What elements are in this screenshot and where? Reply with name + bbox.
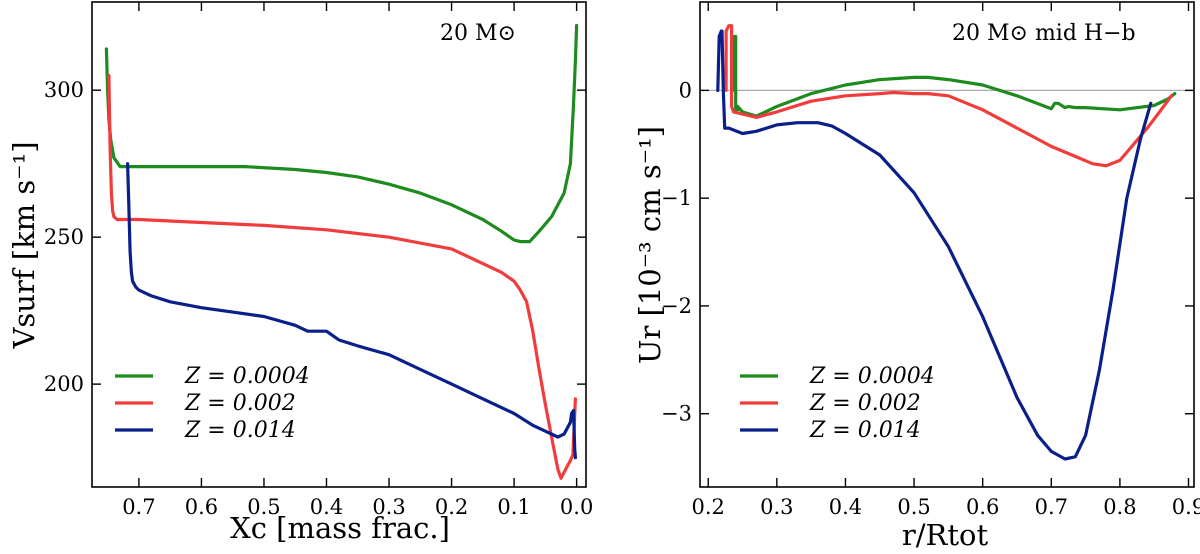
left-ticks-group: 0.7 0.6 0.5 0.4 0.3 0.2 0.1 0.0 200 250 300 [44, 2, 593, 519]
series-line-1 [731, 34, 1177, 118]
y-tick-label: 250 [44, 225, 84, 249]
right-ticks-group: 0.2 0.3 0.4 0.5 0.6 0.7 0.8 0.9 −3 −2 −1 0 [661, 2, 1200, 519]
x-tick-label: 0.2 [435, 495, 468, 519]
x-tick-label: 0.7 [122, 495, 155, 519]
x-tick-label: 0.4 [829, 495, 862, 519]
legend-label: Z = 0.0004 [184, 364, 310, 389]
left-plot-frame [91, 1, 587, 488]
series-line-1 [104, 23, 579, 244]
x-tick-label: 0.1 [497, 495, 530, 519]
x-tick-label: 0.3 [760, 495, 793, 519]
y-tick-label: 200 [44, 372, 84, 396]
series-line-2 [724, 24, 1174, 168]
left-x-axis-label: Xc [mass frac.] [230, 511, 450, 545]
x-tick-label: 0.0 [560, 495, 593, 519]
x-tick-label: 0.5 [247, 495, 280, 519]
x-tick-label: 0.7 [1035, 495, 1068, 519]
x-tick-label: 0.3 [372, 495, 405, 519]
y-tick-label: 0 [679, 78, 692, 102]
right-y-axis-label: Ur [10⁻³ cm s⁻¹] [633, 126, 667, 364]
right-annotation: 20 M⊙ mid H−b [952, 21, 1136, 46]
right-panel: 0.2 0.3 0.4 0.5 0.6 0.7 0.8 0.9 −3 −2 −1 0 20 M⊙ mi… [633, 1, 1200, 552]
x-tick-label: 0.4 [310, 495, 343, 519]
x-tick-label: 0.6 [966, 495, 999, 519]
y-tick-label: −1 [661, 186, 692, 210]
x-tick-label: 0.6 [185, 495, 218, 519]
legend-label: Z = 0.014 [809, 418, 921, 443]
x-tick-label: 0.8 [1103, 495, 1136, 519]
left-series-group [104, 23, 579, 480]
right-series-group [716, 24, 1177, 461]
x-tick-label: 0.2 [692, 495, 725, 519]
legend-label: Z = 0.002 [809, 391, 921, 416]
left-annotation: 20 M⊙ [440, 21, 516, 46]
legend-label: Z = 0.014 [184, 418, 296, 443]
legend-label: Z = 0.002 [184, 391, 296, 416]
right-plot-frame [699, 1, 1195, 488]
y-tick-label: 300 [44, 78, 84, 102]
series-line-3 [716, 29, 1153, 461]
x-tick-label: 0.9 [1172, 495, 1200, 519]
y-tick-label: −2 [661, 294, 692, 318]
left-y-axis-label: Vsurf [km s⁻¹] [7, 141, 41, 349]
x-tick-label: 0.5 [897, 495, 930, 519]
legend-label: Z = 0.0004 [809, 364, 935, 389]
y-tick-label: −3 [661, 402, 692, 426]
right-x-axis-label: r/Rtot [902, 518, 989, 552]
series-line-3 [125, 162, 578, 460]
series-line-2 [107, 73, 578, 480]
